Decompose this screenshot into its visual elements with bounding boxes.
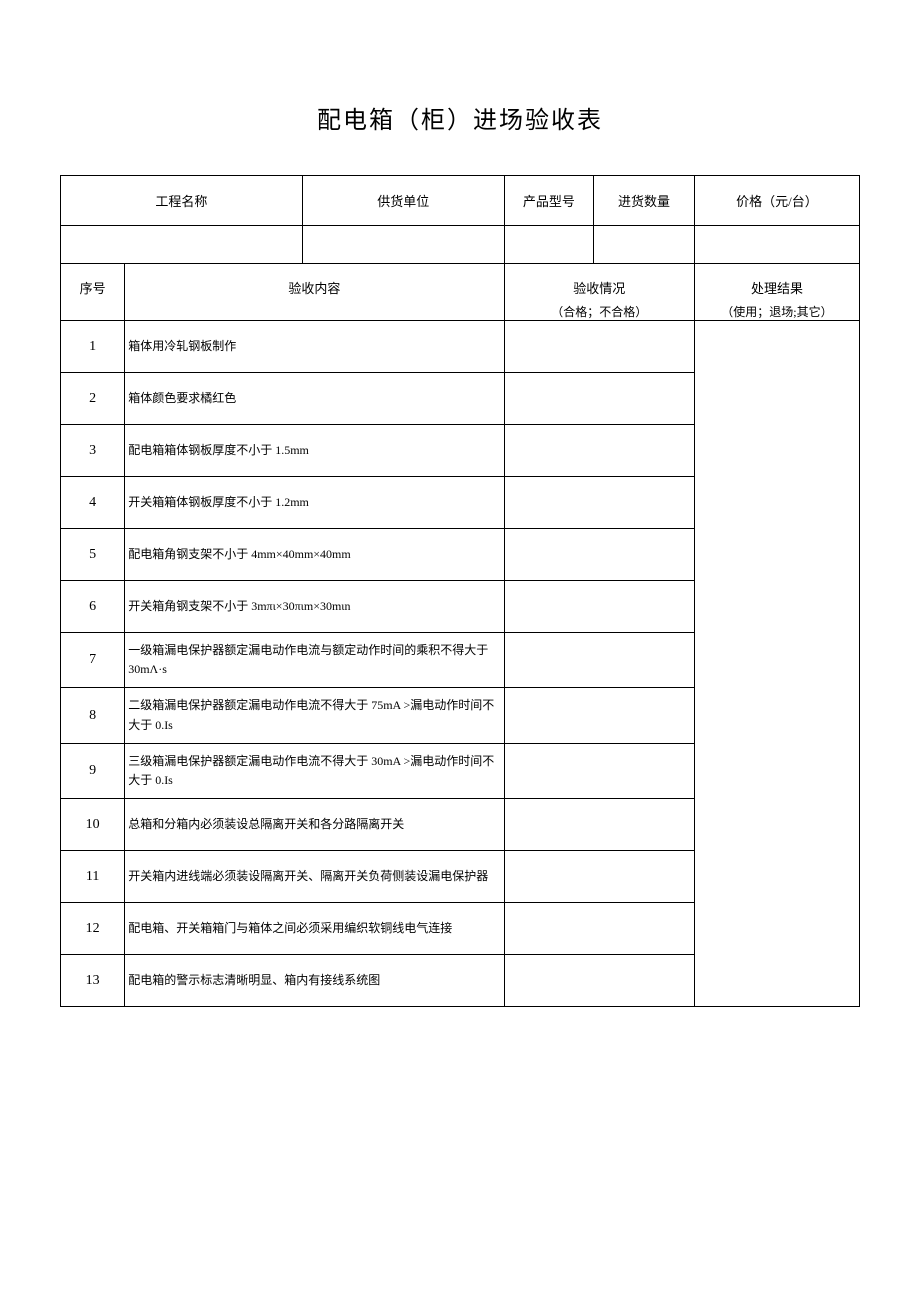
header-row: 工程名称 供货单位 产品型号 进货数量 价格（元/台）: [61, 176, 860, 226]
row-content: 开关箱内进线端必须装设隔离开关、隔离开关负荷侧装设漏电保护器: [125, 851, 504, 903]
result-merged-cell: [694, 321, 859, 1007]
row-status: [504, 955, 694, 1007]
row-seq: 11: [61, 851, 125, 903]
row-content: 配电箱箱体钢板厚度不小于 1.5mm: [125, 425, 504, 477]
row-status: [504, 743, 694, 798]
section-result-label: 处理结果: [695, 278, 859, 297]
empty-product-model: [504, 226, 593, 264]
header-project-name: 工程名称: [61, 176, 303, 226]
section-seq-label: 序号: [61, 278, 124, 297]
row-content: 箱体用冷轧钢板制作: [125, 321, 504, 373]
row-status: [504, 425, 694, 477]
empty-quantity: [594, 226, 695, 264]
empty-project-name: [61, 226, 303, 264]
header-product-model: 产品型号: [504, 176, 593, 226]
section-status-label: 验收情况: [505, 278, 694, 297]
row-status: [504, 688, 694, 743]
empty-supplier: [302, 226, 504, 264]
row-content: 开关箱箱体钢板厚度不小于 1.2mm: [125, 477, 504, 529]
section-content-label: 验收内容: [125, 278, 503, 297]
row-status: [504, 903, 694, 955]
row-content: 总箱和分箱内必须装设总隔离开关和各分路隔离开关: [125, 799, 504, 851]
empty-price: [694, 226, 859, 264]
page-title: 配电箱（柜）进场验收表: [60, 100, 860, 135]
section-result: 处理结果 （使用；退场;其它）: [694, 264, 859, 321]
row-seq: 8: [61, 688, 125, 743]
section-content: 验收内容: [125, 264, 504, 321]
row-content: 一级箱漏电保护器额定漏电动作电流与额定动作时间的乘积不得大于 30mΛ·s: [125, 633, 504, 688]
header-price: 价格（元/台）: [694, 176, 859, 226]
row-seq: 12: [61, 903, 125, 955]
row-content: 二级箱漏电保护器额定漏电动作电流不得大于 75mA >漏电动作时间不大于 0.I…: [125, 688, 504, 743]
row-status: [504, 851, 694, 903]
section-status-sub: （合格；不合格）: [505, 303, 694, 320]
row-status: [504, 799, 694, 851]
empty-input-row: [61, 226, 860, 264]
row-seq: 13: [61, 955, 125, 1007]
row-content: 配电箱的警示标志清晰明显、箱内有接线系统图: [125, 955, 504, 1007]
row-seq: 2: [61, 373, 125, 425]
row-seq: 5: [61, 529, 125, 581]
row-status: [504, 581, 694, 633]
row-seq: 9: [61, 743, 125, 798]
row-status: [504, 373, 694, 425]
section-seq: 序号: [61, 264, 125, 321]
row-seq: 4: [61, 477, 125, 529]
row-content: 箱体颜色要求橘红色: [125, 373, 504, 425]
row-seq: 7: [61, 633, 125, 688]
header-supplier: 供货单位: [302, 176, 504, 226]
row-status: [504, 633, 694, 688]
section-header-row: 序号 验收内容 验收情况 （合格；不合格） 处理结果 （使用；退场;其它）: [61, 264, 860, 321]
row-seq: 10: [61, 799, 125, 851]
row-status: [504, 321, 694, 373]
inspection-table: 工程名称 供货单位 产品型号 进货数量 价格（元/台） 序号 验收内容 验收情况…: [60, 175, 860, 1007]
row-seq: 1: [61, 321, 125, 373]
header-quantity: 进货数量: [594, 176, 695, 226]
section-result-sub: （使用；退场;其它）: [695, 303, 859, 320]
row-content: 三级箱漏电保护器额定漏电动作电流不得大于 30mA >漏电动作时间不大于 0.I…: [125, 743, 504, 798]
row-status: [504, 477, 694, 529]
row-content: 配电箱、开关箱箱门与箱体之间必须采用编织软铜线电气连接: [125, 903, 504, 955]
row-status: [504, 529, 694, 581]
row-content: 配电箱角钢支架不小于 4mm×40mm×40mm: [125, 529, 504, 581]
section-status: 验收情况 （合格；不合格）: [504, 264, 694, 321]
table-row: 1 箱体用冷轧钢板制作: [61, 321, 860, 373]
row-seq: 3: [61, 425, 125, 477]
row-seq: 6: [61, 581, 125, 633]
row-content: 开关箱角钢支架不小于 3mπι×30πιm×30mιn: [125, 581, 504, 633]
